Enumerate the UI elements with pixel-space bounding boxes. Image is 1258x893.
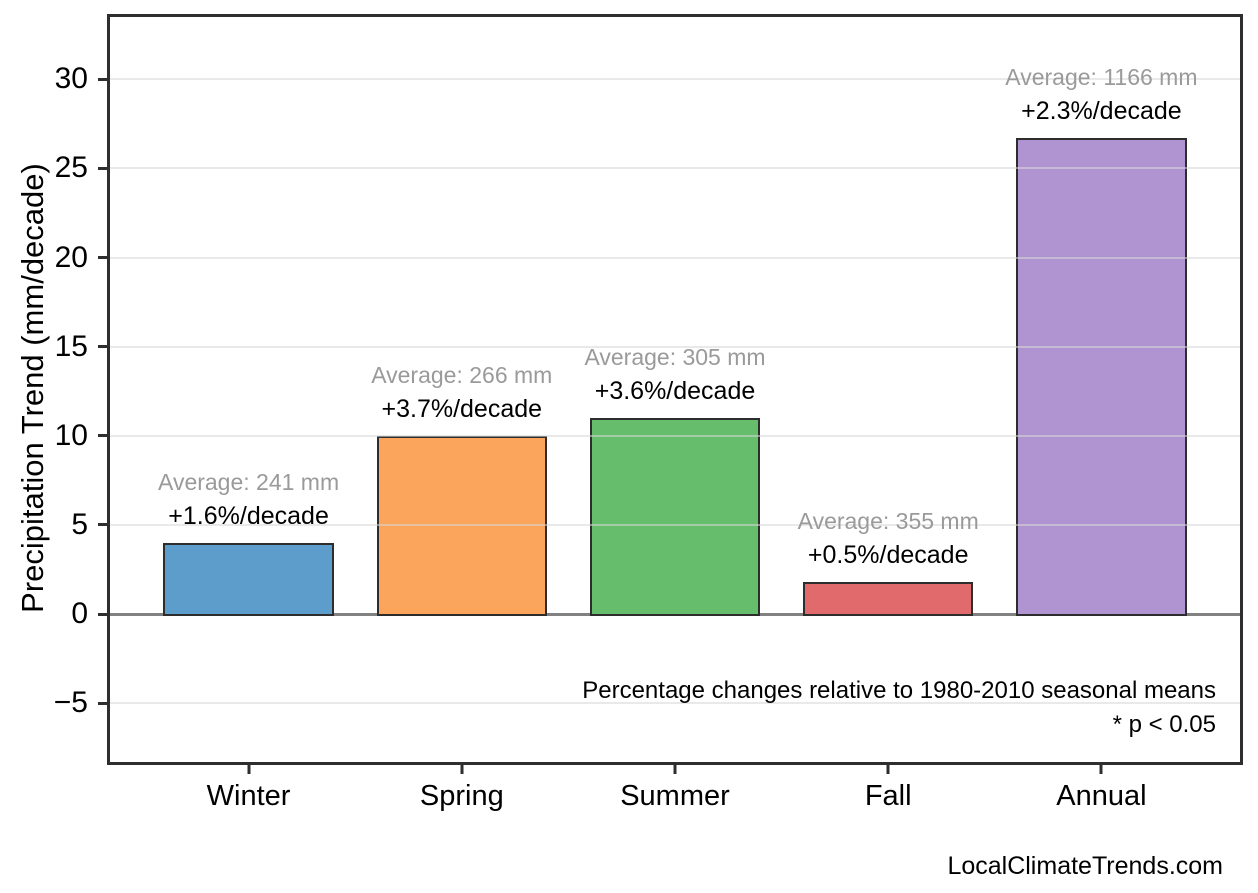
plot-area: Percentage changes relative to 1980-2010… — [54, 14, 1243, 812]
x-tick-mark — [673, 765, 677, 774]
annotation-average: Average: 355 mm — [797, 508, 979, 534]
annotation-trend: +1.6%/decade — [168, 501, 329, 530]
x-tick-mark — [1099, 765, 1103, 774]
x-tick-mark — [460, 765, 464, 774]
y-tick-mark — [98, 77, 107, 81]
y-tick-label: 5 — [71, 507, 88, 541]
bar-annotation-winter: Average: 241 mm +1.6%/decade — [158, 466, 339, 533]
note-block: Percentage changes relative to 1980-2010… — [582, 674, 1216, 742]
gridline — [110, 78, 1240, 81]
bar-winter — [163, 542, 334, 616]
x-tick-label-winter: Winter — [206, 780, 291, 812]
gridline — [110, 256, 1240, 259]
y-tick-label: 25 — [54, 151, 88, 185]
x-tick-mark — [886, 765, 890, 774]
annotation-trend: +0.5%/decade — [807, 541, 969, 569]
annotation-trend: +3.7%/decade — [381, 394, 543, 423]
bar-fall — [802, 581, 974, 616]
watermark-url: LocalClimateTrends.com — [947, 852, 1223, 880]
bar-annotation-summer: Average: 305 mm +3.6%/decade — [584, 341, 765, 408]
y-axis-label: Precipitation Trend (mm/decade) — [15, 163, 50, 613]
y-tick-label: 15 — [54, 329, 88, 363]
x-tick-label-spring: Spring — [419, 780, 504, 812]
y-tick-label: 20 — [54, 240, 88, 274]
y-tick-label: 0 — [71, 597, 88, 631]
x-tick-mark — [247, 765, 251, 774]
y-tick-label: 10 — [54, 418, 88, 452]
y-tick-mark — [98, 434, 107, 438]
y-tick-mark — [98, 701, 107, 705]
bar-annotation-spring: Average: 266 mm +3.7%/decade — [371, 359, 552, 426]
gridline — [110, 167, 1240, 170]
y-tick-label: −5 — [53, 686, 88, 720]
annotation-trend: +2.3%/decade — [1021, 97, 1182, 126]
bar-annotation-annual: Average: 1166 mm +2.3%/decade — [1005, 61, 1197, 128]
y-tick-mark — [98, 612, 107, 616]
y-tick-label: 30 — [54, 62, 88, 96]
bar-annotation-fall: Average: 355 mm +0.5%/decade — [798, 505, 979, 572]
y-tick-mark — [98, 523, 107, 527]
bar-summer — [589, 418, 761, 616]
note-significance: * p < 0.05 — [1112, 711, 1216, 738]
gridline — [110, 434, 1240, 437]
annotation-average: Average: 241 mm — [158, 468, 340, 495]
gridline — [110, 702, 1240, 705]
annotation-average: Average: 305 mm — [584, 344, 766, 371]
x-tick-label-annual: Annual — [1056, 780, 1147, 812]
y-tick-mark — [98, 166, 107, 170]
annotation-average: Average: 266 mm — [371, 361, 553, 388]
x-tick-label-fall: Fall — [864, 780, 912, 812]
y-tick-mark — [98, 345, 107, 349]
gridline — [110, 523, 1240, 526]
bar-annual — [1016, 138, 1187, 616]
annotation-trend: +3.6%/decade — [594, 377, 756, 406]
y-tick-mark — [98, 256, 107, 260]
note-percentage-basis: Percentage changes relative to 1980-2010… — [582, 677, 1216, 704]
annotation-average: Average: 1166 mm — [1005, 64, 1198, 91]
x-tick-label-summer: Summer — [620, 780, 730, 812]
gridline — [110, 345, 1240, 348]
